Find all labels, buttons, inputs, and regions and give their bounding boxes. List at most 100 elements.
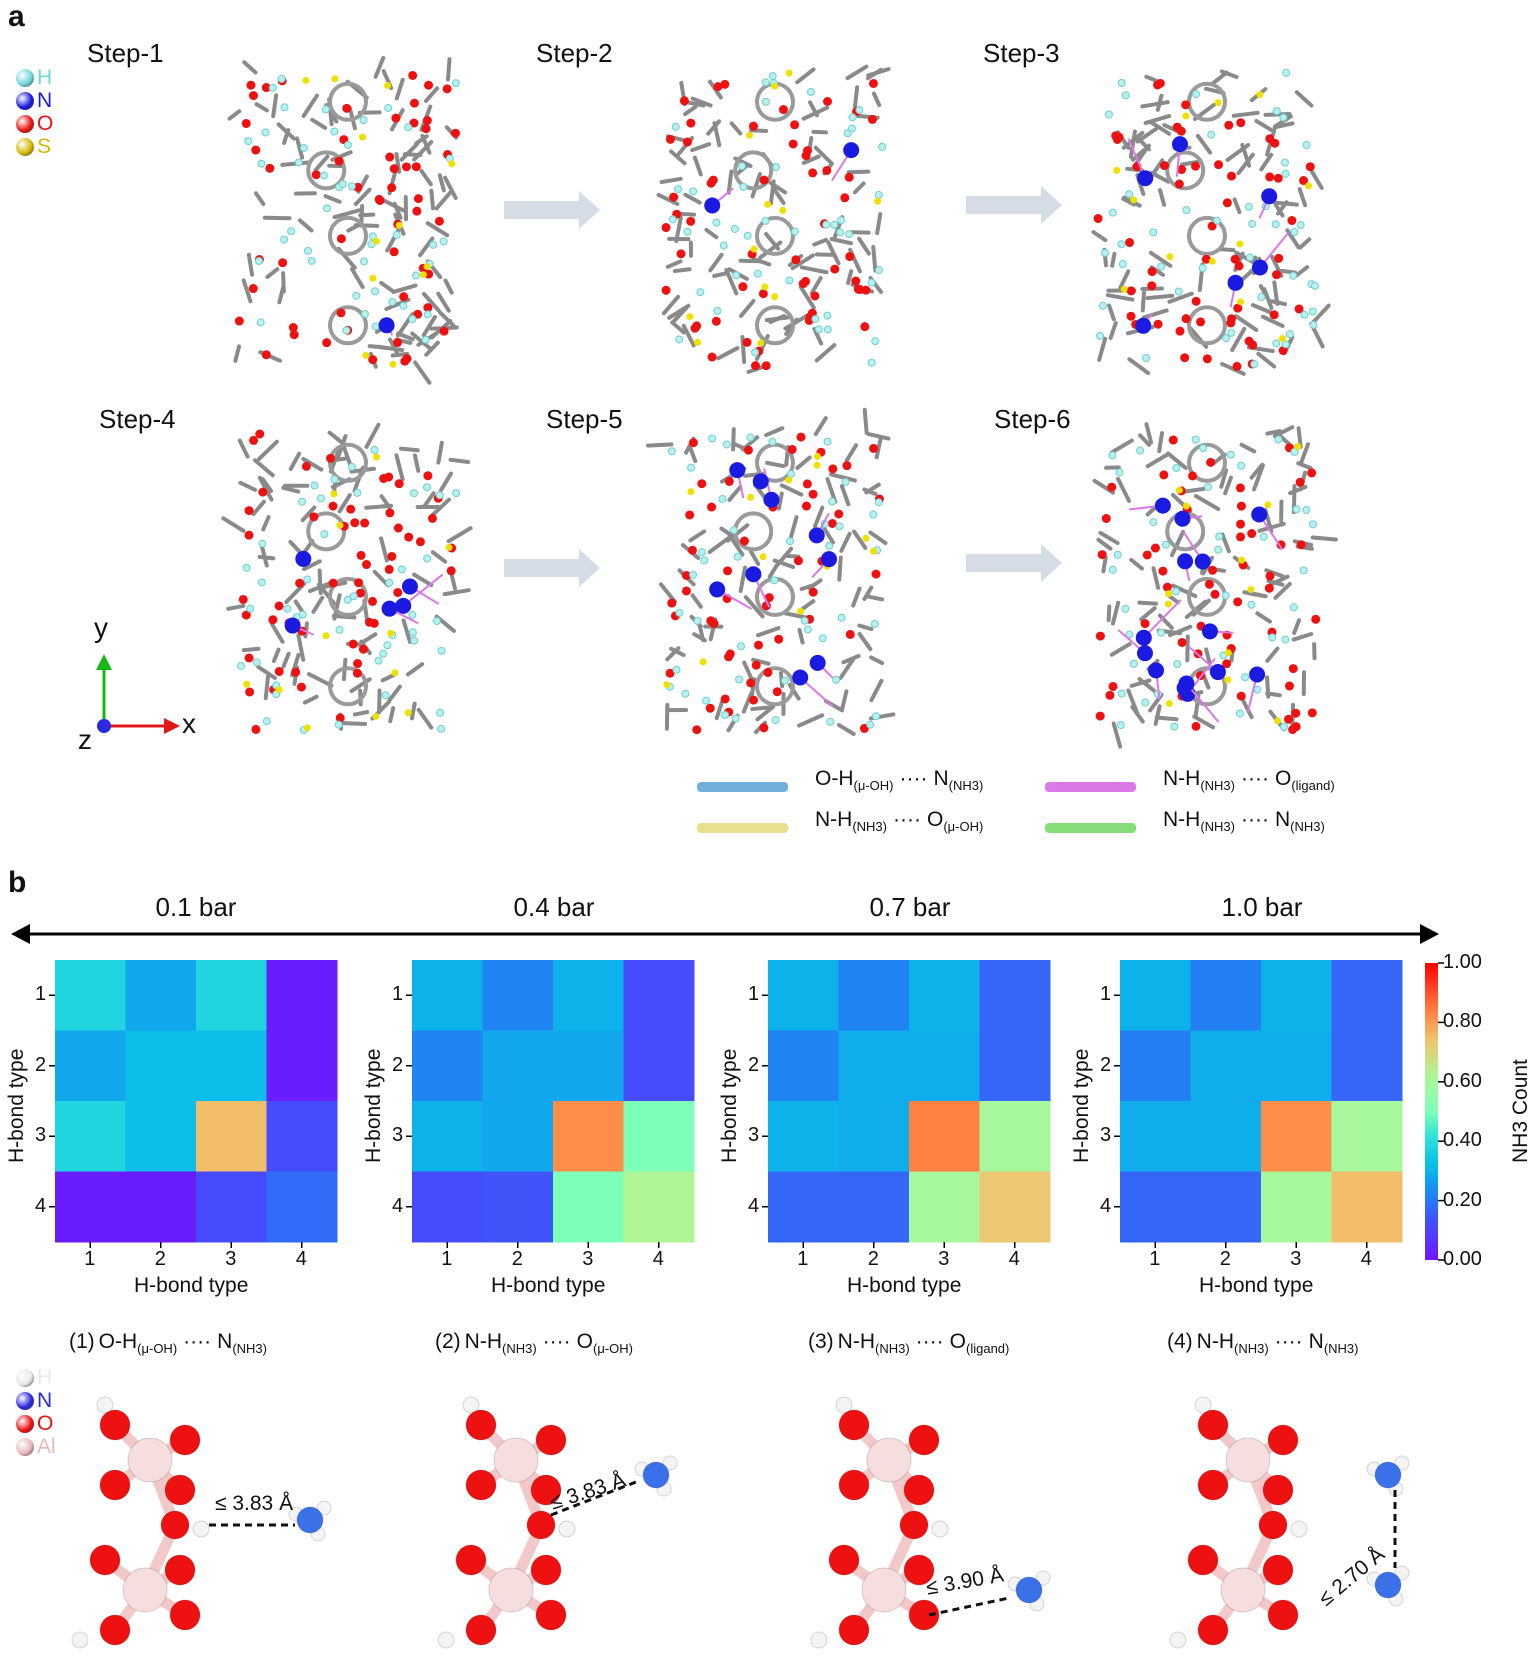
hydrogen-atom [845,230,854,239]
hydrogen-atom [1149,228,1158,237]
hydrogen-atom [818,634,827,643]
nitrogen-atom [401,578,418,595]
hydrogen-atom [388,297,397,306]
framework-bond [1110,600,1121,626]
oxygen-atom [1267,1599,1299,1631]
framework-bond [1145,293,1175,301]
framework-bond [1167,291,1194,304]
dots: ···· [1241,767,1269,790]
framework-bond [281,485,301,494]
heatmap-cell [55,1101,126,1172]
framework-bond [226,603,246,611]
hydrogen-atom [780,676,789,685]
hydrogen-atom [374,656,383,665]
oxygen-atom [1168,435,1178,445]
oxygen-atom [838,1469,870,1501]
hydrogen-atom [347,462,356,471]
hydrogen-atom [299,143,308,152]
aluminum-atom [1220,1567,1266,1613]
mof-structure-panel [1092,422,1338,749]
mof-structure-panel [221,422,473,734]
sulfur-atom [419,271,427,279]
hydrogen-atom [761,97,770,106]
hydrogen-atom [687,463,696,472]
heatmap-cell [768,1101,839,1172]
oxygen-atom [356,550,366,560]
hydrogen-atom [672,665,681,674]
thiophene-ring [755,305,795,346]
oxygen-atom [311,170,321,180]
oxygen-atom [422,116,432,126]
element-legend-item: O [16,1412,56,1435]
oxygen-atom [1269,310,1279,320]
hydrogen-atom [1289,271,1298,280]
framework-bond [783,313,809,331]
oxygen-atom [434,216,444,226]
framework-bond [765,460,786,469]
framework-bond [412,572,434,588]
oxygen-atom [248,284,258,294]
hydrogen-atom [342,326,351,335]
framework-bond [1264,568,1285,579]
hydrogen-atom [870,619,879,628]
oxygen-atom [697,479,707,489]
framework-bond [1145,453,1169,469]
hydrogen-atom [731,714,740,723]
hydrogen-atom [1227,328,1236,337]
oxygen-atom [1108,681,1118,691]
framework-bond [751,657,771,666]
framework-bond [1135,126,1159,144]
oxygen-atom [1177,637,1187,647]
framework-bond [1101,555,1108,574]
framework-bond [681,323,696,348]
oxygen-atom [1273,173,1283,183]
framework-bond [1169,529,1186,558]
framework-bond [390,351,410,358]
sulfur-atom [445,543,453,551]
oxygen-atom [713,82,723,92]
hydrogen-atom [785,537,794,546]
al-oh-cluster [71,1396,332,1649]
arrow-left-icon [11,924,30,944]
hydrogen-atom [1136,446,1145,455]
framework-bond [797,713,825,728]
framework-bond [839,484,851,507]
framework-bond [1217,247,1236,253]
hydrogen-atom [1108,565,1117,574]
framework-bond [795,455,812,470]
oxygen-atom [424,269,434,279]
hydrogen-atom [1098,301,1107,310]
y-tick-label: 1 [1100,983,1112,1006]
hydrogen-atom [298,497,307,506]
hydrogen-atom [689,570,698,579]
oxygen-atom [1262,1554,1294,1586]
heatmap-cell [55,1171,126,1243]
hydrogen-atom [855,106,864,115]
donor-sub: (NH3) [1200,819,1235,835]
oxygen-atom [845,629,855,639]
hbond-distance-line [928,1596,1010,1617]
oxygen-atom [394,479,404,489]
oxygen-atom [748,121,758,131]
hydrogen-atom [321,105,330,114]
framework-bond [857,236,871,256]
hydrogen-atom [1300,310,1309,319]
framework-bond [670,320,686,335]
sulfur-atom [785,476,793,484]
oxygen-atom [1271,270,1281,280]
hydrogen-atom [1157,628,1166,637]
oxygen-atom [328,578,338,588]
heatmap-cell [196,1171,267,1243]
hydrogen-atom [830,220,839,229]
hydrogen-atom [408,628,417,637]
framework-bond [422,291,441,313]
oxygen-atom [326,453,336,463]
hydrogen-atom [836,216,845,225]
framework-bond [418,236,435,258]
framework-bond [412,453,421,473]
oxygen-atom [442,84,452,94]
heatmap-cell [909,1030,980,1102]
framework-bond [276,122,296,141]
hydrogen-atom [1125,630,1134,639]
